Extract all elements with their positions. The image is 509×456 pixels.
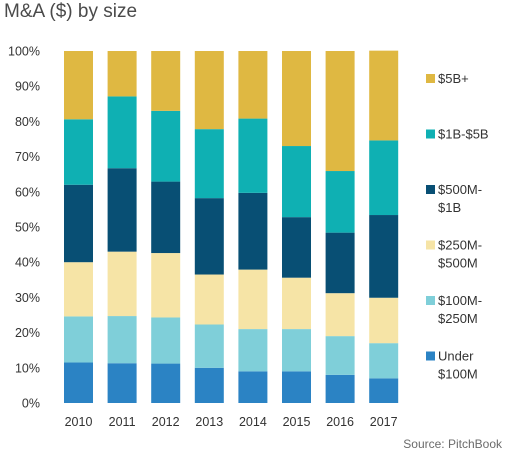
bar-segment xyxy=(369,343,399,379)
bar-segment xyxy=(282,51,311,147)
bar-segment xyxy=(194,129,224,199)
y-tick-label: 100% xyxy=(8,45,40,59)
y-tick-label: 20% xyxy=(15,326,40,340)
bar-segment xyxy=(369,140,399,216)
bar-segment xyxy=(64,362,93,403)
y-tick-label: 10% xyxy=(15,361,40,375)
x-tick-label: 2010 xyxy=(65,415,93,429)
legend-swatch xyxy=(426,129,435,139)
x-tick-label: 2017 xyxy=(370,415,398,429)
bar-segment xyxy=(151,253,181,318)
bar-segment xyxy=(325,336,355,375)
bar-segment xyxy=(325,293,355,337)
bar-segment xyxy=(282,371,311,403)
legend-swatch xyxy=(426,240,435,250)
legend-label: $250M xyxy=(438,311,478,326)
bar-segment xyxy=(107,51,137,97)
bar-segment xyxy=(107,363,137,403)
y-tick-label: 60% xyxy=(15,185,40,199)
y-tick-label: 30% xyxy=(15,291,40,305)
bar-segment xyxy=(194,274,224,325)
y-tick-label: 0% xyxy=(22,397,40,411)
bar-segment xyxy=(107,168,137,252)
bar-segment xyxy=(151,181,181,254)
bar-segment xyxy=(238,329,268,372)
legend-label: $1B xyxy=(438,200,461,215)
x-tick-label: 2014 xyxy=(239,415,267,429)
legend-label: $100M xyxy=(438,367,478,382)
x-tick-label: 2016 xyxy=(326,415,354,429)
legend-label: $5B+ xyxy=(438,71,469,86)
chart-title: M&A ($) by size xyxy=(4,1,138,22)
legend-swatch xyxy=(426,351,435,361)
bar-segment xyxy=(325,171,355,233)
bar-segment xyxy=(107,96,137,169)
bar-segment xyxy=(151,363,181,403)
bar-segment xyxy=(325,232,355,294)
bar-segment xyxy=(238,192,268,270)
legend-swatch xyxy=(426,296,435,305)
bar-segment xyxy=(107,251,137,317)
bar-segment xyxy=(64,51,93,120)
bar-segment xyxy=(194,51,224,130)
x-tick-label: 2012 xyxy=(152,415,180,429)
x-tick-label: 2013 xyxy=(195,415,223,429)
y-tick-label: 40% xyxy=(15,256,40,270)
y-tick-label: 70% xyxy=(15,150,40,164)
bar-segment xyxy=(282,277,311,330)
bar-segment xyxy=(151,51,181,111)
bar-segment xyxy=(151,317,181,364)
bar-segment xyxy=(64,184,93,263)
legend-label: $100M- xyxy=(438,293,482,308)
bar-segment xyxy=(151,110,181,182)
x-tick-label: 2015 xyxy=(283,415,311,429)
bar-segment xyxy=(238,51,268,119)
bar-segment xyxy=(369,378,399,403)
bar-segment xyxy=(238,269,268,330)
bar-segment xyxy=(238,371,268,403)
bar-segment xyxy=(369,50,399,141)
legend-label: Under xyxy=(438,349,474,364)
bar-segment xyxy=(325,374,355,403)
y-tick-label: 50% xyxy=(15,221,40,235)
x-tick-label: 2011 xyxy=(109,415,136,429)
bar-segment xyxy=(238,118,268,193)
source-note: Source: PitchBook xyxy=(403,437,502,451)
legend-swatch xyxy=(426,74,435,83)
bar-segment xyxy=(325,51,355,172)
bar-segment xyxy=(282,329,311,372)
legend-label: $500M xyxy=(438,256,478,271)
bar-segment xyxy=(64,262,93,317)
bar-segment xyxy=(107,316,137,364)
bar-segment xyxy=(282,217,311,278)
legend-label: $250M- xyxy=(438,238,482,253)
bar-segment xyxy=(282,146,311,218)
bar-segment xyxy=(64,316,93,363)
bar-segment xyxy=(64,119,93,185)
bar-segment xyxy=(194,198,224,275)
bar-segment xyxy=(194,367,224,403)
legend-label: $1B-$5B xyxy=(438,127,489,142)
y-tick-label: 80% xyxy=(15,115,40,129)
legend-label: $500M- xyxy=(438,182,482,197)
bar-segment xyxy=(369,297,399,344)
bar-segment xyxy=(194,324,224,368)
bar-segment xyxy=(369,215,399,298)
y-tick-label: 90% xyxy=(15,80,40,94)
legend-swatch xyxy=(426,185,435,194)
